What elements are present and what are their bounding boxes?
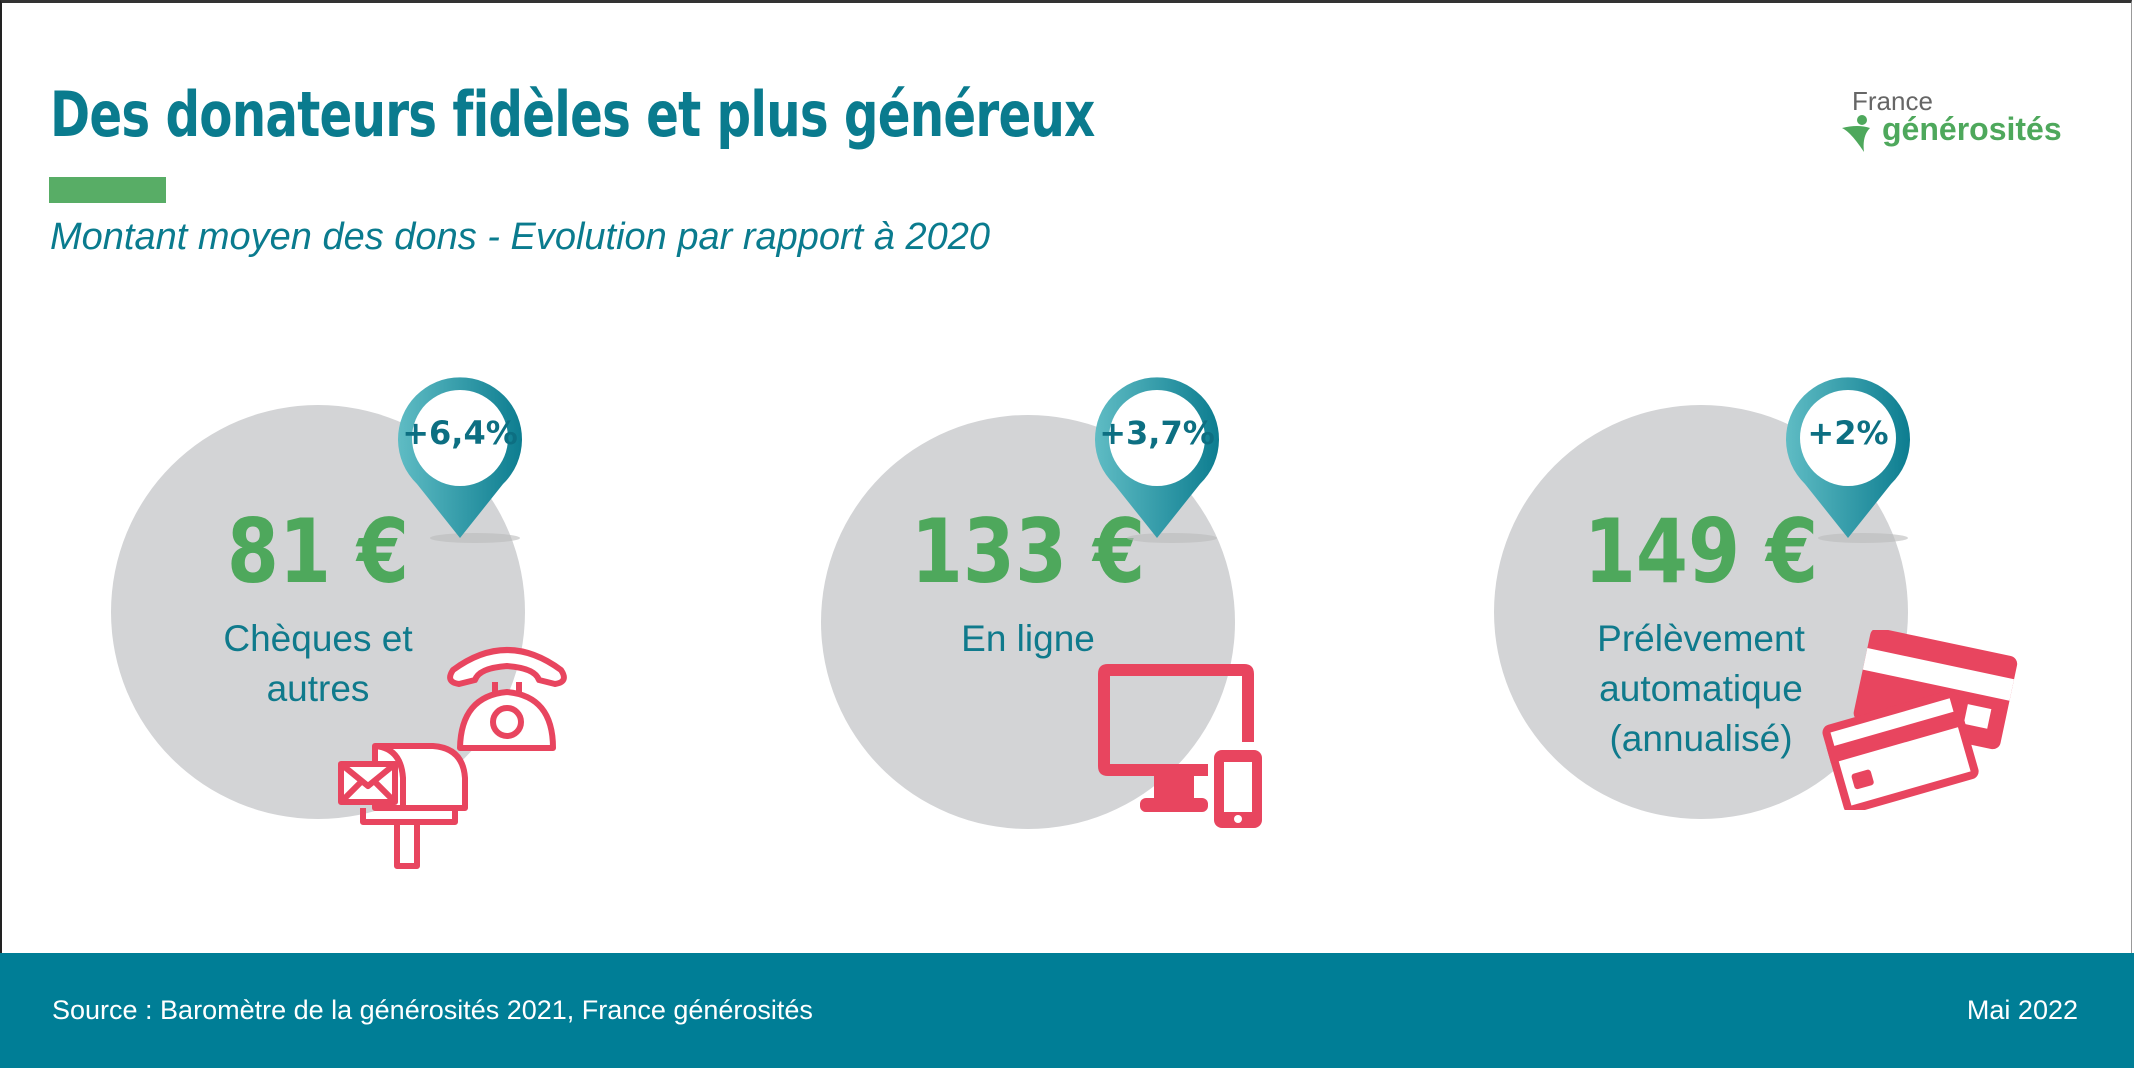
title-accent-bar (49, 177, 166, 203)
value-cheques: 81 € (226, 500, 410, 603)
telephone-and-mailbox-icon (338, 647, 567, 869)
value-en-ligne: 133 € (910, 500, 1146, 603)
label-cheques: Chèques et autres (111, 614, 525, 714)
credit-cards-icon (1822, 630, 2018, 810)
value-prelevement: 149 € (1583, 500, 1819, 603)
label-prelevement: Prélèvement automatique (annualisé) (1494, 614, 1908, 764)
france-generosites-logo: France générosités (1840, 86, 2062, 152)
change-percent: +2% (1807, 414, 1889, 452)
figure-logo-icon (1842, 115, 1870, 152)
label-en-ligne: En ligne (821, 614, 1235, 664)
label-line: automatique (1599, 668, 1803, 709)
logo-line-2: générosités (1882, 111, 2062, 147)
change-pin-prelevement: +2% (1783, 374, 1913, 544)
label-line: Prélèvement (1597, 618, 1805, 659)
change-pin-en-ligne: +3,7% (1092, 374, 1222, 544)
map-pin-icon (1095, 377, 1219, 543)
page-subtitle: Montant moyen des dons - Evolution par r… (50, 216, 991, 258)
page-title: Des donateurs fidèles et plus généreux (50, 78, 1095, 151)
source-text: Source : Baromètre de la générosités 202… (52, 995, 813, 1025)
map-pin-icon (1786, 377, 1910, 543)
label-line: (annualisé) (1609, 718, 1793, 759)
change-percent: +3,7% (1099, 414, 1215, 452)
label-line: Chèques et (223, 618, 413, 659)
label-line: autres (266, 668, 370, 709)
label-line: En ligne (961, 618, 1095, 659)
publication-date: Mai 2022 (1966, 995, 2078, 1025)
logo-line-1: France (1852, 86, 1933, 116)
change-pin-cheques: +6,4% (395, 374, 525, 544)
footer-bar: Source : Baromètre de la générosités 202… (0, 953, 2134, 1068)
map-pin-icon (398, 377, 522, 543)
computer-and-smartphone-icon (1098, 664, 1262, 828)
change-percent: +6,4% (402, 414, 518, 452)
